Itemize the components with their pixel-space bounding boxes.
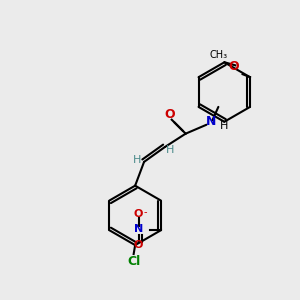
Text: H: H: [166, 145, 174, 155]
Text: O: O: [134, 209, 143, 219]
Text: O: O: [134, 240, 143, 250]
Text: O: O: [164, 108, 175, 121]
Text: Cl: Cl: [127, 255, 140, 268]
Text: N: N: [134, 224, 143, 234]
Text: -: -: [144, 207, 147, 217]
Text: H: H: [133, 155, 142, 165]
Text: CH₃: CH₃: [210, 50, 228, 60]
Text: O: O: [228, 60, 239, 73]
Text: H: H: [220, 121, 228, 131]
Text: N: N: [206, 115, 216, 128]
